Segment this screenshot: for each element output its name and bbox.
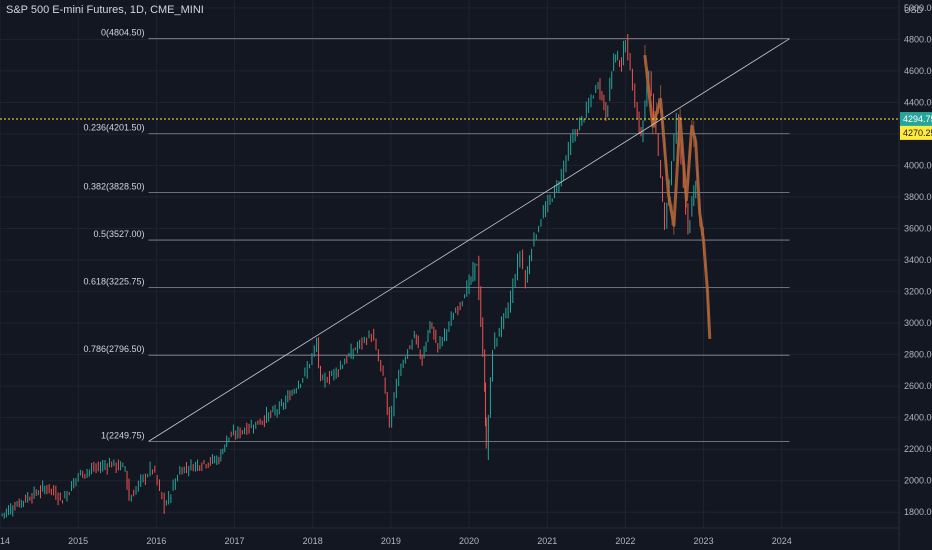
current-price-badge-text: 4294.75 [903, 114, 932, 124]
x-tick-label: 2016 [146, 536, 166, 546]
y-tick-label: 2800.00 [904, 350, 932, 360]
trend-line-layer[interactable] [148, 38, 790, 442]
y-tick-label: 3800.00 [904, 192, 932, 202]
x-tick-label: 2020 [459, 536, 479, 546]
level-price-badge-text: 4270.25 [903, 128, 932, 138]
symbol-title[interactable]: S&P 500 E-mini Futures, 1D, CME_MINI [6, 4, 204, 16]
level-price-badge [900, 125, 932, 140]
currency-label: USD [904, 5, 924, 15]
y-tick-label: 4400.00 [904, 97, 932, 107]
y-tick-label: 3600.00 [904, 224, 932, 234]
y-tick-label: 2400.00 [904, 413, 932, 423]
price-badges: 4294.75 4270.25 [0, 112, 932, 140]
y-tick-label: 3200.00 [904, 287, 932, 297]
x-tick-label: 2021 [537, 536, 557, 546]
y-tick-label: 5000.00 [904, 3, 932, 13]
fib-level-label: 0.618(3225.75) [83, 277, 144, 287]
fib-level-label: 0.236(4201.50) [83, 123, 144, 133]
x-tick-label: 2015 [68, 536, 88, 546]
fib-level-label: 0.382(3828.50) [83, 182, 144, 192]
y-tick-label: 2200.00 [904, 444, 932, 454]
y-tick-label: 3400.00 [904, 255, 932, 265]
grid-layer [0, 0, 899, 528]
x-tick-label: 2017 [225, 536, 245, 546]
y-tick-label: 2000.00 [904, 476, 932, 486]
x-tick-label: 2014 [0, 536, 10, 546]
x-tick-label: 2023 [694, 536, 714, 546]
fib-level-label: 0.5(3527.00) [93, 229, 144, 239]
fib-level-label: 1(2249.75) [101, 430, 145, 440]
y-tick-label: 2600.00 [904, 381, 932, 391]
x-tick-label: 2022 [615, 536, 635, 546]
y-tick-label: 4600.00 [904, 66, 932, 76]
x-tick-label: 2024 [772, 536, 792, 546]
x-tick-label: 2018 [303, 536, 323, 546]
y-tick-label: 1800.00 [904, 507, 932, 517]
price-series-layer [1, 34, 697, 519]
fib-retracement[interactable]: 0(4804.50) 0.236(4201.50) 0.382(3828.50) 0.… [83, 28, 790, 442]
fib-level-label: 0(4804.50) [101, 28, 145, 38]
fib-level-label: 0.786(2796.50) [83, 344, 144, 354]
y-tick-label: 4800.00 [904, 34, 932, 44]
y-tick-label: 4000.00 [904, 160, 932, 170]
trend-line [148, 38, 790, 442]
x-tick-label: 2019 [381, 536, 401, 546]
projection-layer [643, 44, 712, 339]
y-tick-label: 3000.00 [904, 318, 932, 328]
current-price-badge [900, 112, 932, 127]
